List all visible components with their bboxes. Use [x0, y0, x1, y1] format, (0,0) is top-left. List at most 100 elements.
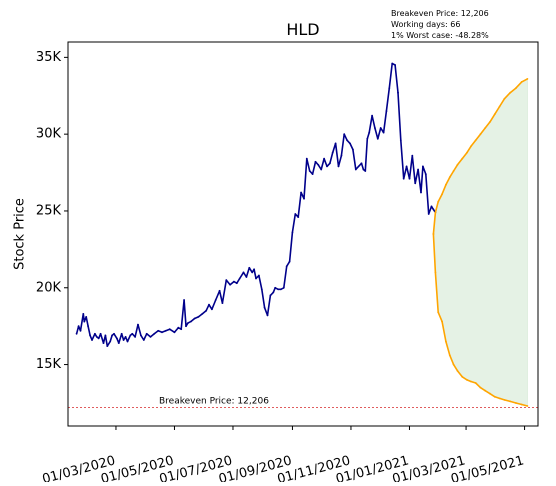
data-point — [94, 332, 96, 335]
data-point — [106, 345, 109, 347]
data-point — [371, 114, 373, 117]
data-point — [263, 306, 266, 309]
data-point — [411, 154, 414, 157]
data-point — [474, 382, 477, 384]
data-point — [343, 133, 346, 136]
data-point — [225, 279, 228, 281]
data-point — [414, 182, 417, 185]
data-point — [432, 208, 435, 211]
data-point — [509, 91, 512, 94]
data-point — [97, 337, 100, 340]
data-point — [437, 200, 440, 203]
data-point — [164, 329, 167, 332]
data-point — [79, 329, 82, 332]
data-point — [102, 342, 105, 344]
data-point — [503, 97, 506, 100]
data-point — [145, 332, 148, 335]
data-point — [422, 165, 424, 168]
data-point — [391, 62, 394, 65]
data-point — [374, 127, 376, 129]
data-point — [168, 328, 171, 331]
data-point — [308, 170, 311, 172]
data-point — [417, 168, 419, 171]
y-tick-label: 20K — [36, 280, 62, 295]
data-point — [402, 177, 405, 180]
data-point — [484, 389, 487, 392]
data-point — [520, 403, 523, 406]
series-line-1 — [432, 78, 528, 235]
data-point — [349, 142, 351, 145]
data-point — [89, 334, 91, 337]
data-point — [320, 168, 323, 171]
data-point — [255, 277, 257, 280]
data-point — [311, 173, 314, 176]
data-point — [126, 340, 129, 343]
data-point — [420, 191, 422, 194]
data-point — [489, 392, 491, 395]
data-point — [140, 334, 142, 337]
data-point — [272, 291, 275, 294]
y-tick-label: 25K — [36, 203, 62, 218]
data-point — [323, 157, 325, 160]
data-point — [479, 133, 482, 136]
data-point — [452, 170, 455, 172]
data-point — [474, 139, 477, 142]
data-point — [251, 271, 254, 274]
data-point — [388, 87, 391, 89]
data-point — [354, 168, 357, 171]
data-point — [85, 316, 88, 318]
data-point — [82, 313, 85, 315]
data-point — [193, 317, 196, 320]
data-point — [211, 308, 213, 311]
data-point — [445, 340, 447, 343]
data-point — [266, 314, 269, 317]
data-point — [382, 131, 385, 134]
data-point — [461, 157, 464, 160]
data-point — [277, 288, 279, 291]
data-point — [441, 193, 443, 196]
data-point — [509, 400, 512, 403]
projection-band — [433, 78, 528, 407]
data-point — [124, 336, 127, 338]
data-point — [441, 320, 443, 323]
info-line: Working days: 66 — [391, 20, 460, 29]
data-point — [493, 113, 496, 116]
data-point — [397, 91, 399, 94]
data-point — [303, 197, 305, 200]
plot-frame — [67, 41, 539, 427]
data-point — [229, 283, 232, 286]
data-point — [360, 162, 363, 165]
data-point — [326, 165, 328, 168]
data-point — [456, 369, 459, 372]
data-point — [526, 78, 529, 80]
data-point — [432, 233, 435, 235]
data-point — [117, 342, 120, 344]
data-point — [337, 165, 340, 168]
data-point — [83, 320, 86, 323]
data-point — [437, 311, 440, 314]
data-point — [526, 405, 529, 407]
data-point — [111, 334, 113, 337]
data-point — [294, 213, 297, 215]
data-point — [109, 340, 112, 343]
data-point — [173, 331, 176, 334]
data-point — [185, 325, 187, 328]
data-point — [77, 325, 80, 328]
data-point — [448, 176, 451, 179]
data-point — [427, 213, 430, 215]
data-point — [362, 168, 365, 171]
data-point — [153, 332, 156, 335]
data-point — [329, 162, 331, 165]
data-point — [331, 151, 334, 154]
chart-title: HLD — [286, 20, 319, 39]
data-point — [242, 271, 245, 274]
data-point — [291, 231, 294, 234]
data-point — [235, 282, 238, 285]
data-point — [218, 289, 221, 292]
data-point — [87, 325, 89, 328]
y-tick-label: 35K — [36, 50, 62, 65]
data-point — [408, 177, 411, 180]
series-line-0 — [75, 62, 437, 347]
data-point — [134, 336, 137, 338]
